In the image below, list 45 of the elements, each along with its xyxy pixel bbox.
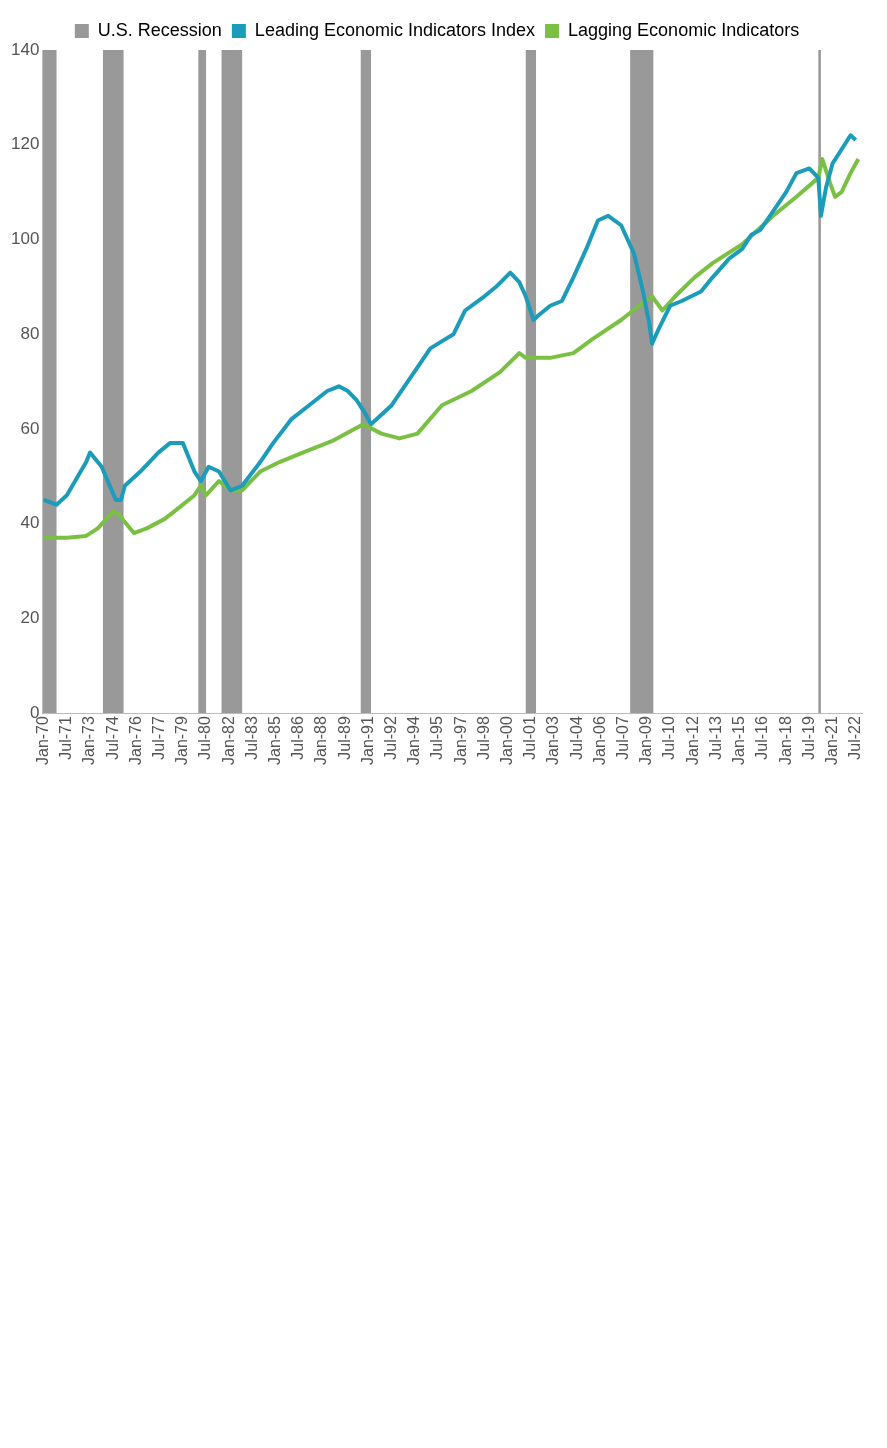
x-tick-label: Jan-97 bbox=[451, 715, 469, 765]
x-tick-label: Jul-80 bbox=[196, 715, 214, 760]
x-tick-label: Jul-22 bbox=[846, 715, 864, 760]
x-tick-label: Jul-04 bbox=[567, 715, 585, 760]
x-tick-label: Jul-89 bbox=[335, 715, 353, 760]
x-tick-label: Jul-98 bbox=[474, 715, 492, 760]
x-tick-label: Jan-18 bbox=[776, 715, 794, 765]
x-tick-label: Jul-16 bbox=[753, 715, 771, 760]
legend-label: U.S. Recession bbox=[97, 19, 222, 40]
x-tick-label: Jul-07 bbox=[614, 715, 632, 760]
x-tick-label: Jan-21 bbox=[822, 715, 840, 765]
y-tick-label: 20 bbox=[20, 608, 40, 628]
x-tick-label: Jan-73 bbox=[80, 715, 98, 765]
x-tick-label: Jan-00 bbox=[498, 715, 516, 765]
legend-label: Leading Economic Indicators Index bbox=[254, 19, 536, 40]
x-tick-label: Jul-86 bbox=[289, 715, 307, 760]
x-tick-label: Jul-74 bbox=[103, 715, 121, 760]
x-tick-label: Jul-19 bbox=[799, 715, 817, 760]
x-tick-label: Jan-82 bbox=[219, 715, 237, 765]
x-tick-label: Jan-79 bbox=[173, 715, 191, 765]
y-tick-label: 100 bbox=[10, 229, 40, 249]
legend-label: Lagging Economic Indicators bbox=[568, 19, 800, 40]
x-tick-label: Jan-06 bbox=[590, 715, 608, 765]
x-tick-label: Jan-12 bbox=[683, 715, 701, 765]
y-tick-label: 120 bbox=[10, 134, 40, 154]
x-tick-label: Jul-92 bbox=[382, 715, 400, 760]
x-tick-label: Jan-94 bbox=[405, 715, 423, 765]
y-tick-label: 60 bbox=[20, 418, 40, 438]
x-tick-label: Jul-95 bbox=[428, 715, 446, 760]
y-tick-label: 80 bbox=[20, 323, 40, 343]
x-tick-label: Jan-91 bbox=[358, 715, 376, 765]
x-tick-label: Jan-76 bbox=[126, 715, 144, 765]
x-tick-label: Jul-77 bbox=[150, 715, 168, 760]
x-tick-label: Jul-71 bbox=[57, 715, 75, 760]
x-tick-label: Jan-09 bbox=[637, 715, 655, 765]
x-tick-label: Jul-01 bbox=[521, 715, 539, 760]
x-tick-label: Jul-13 bbox=[706, 715, 724, 760]
x-tick-label: Jan-88 bbox=[312, 715, 330, 765]
x-tick-label: Jan-03 bbox=[544, 715, 562, 765]
x-tick-label: Jul-10 bbox=[660, 715, 678, 760]
y-tick-label: 140 bbox=[10, 39, 40, 59]
x-tick-label: Jan-85 bbox=[266, 715, 284, 765]
x-tick-label: Jul-83 bbox=[242, 715, 260, 760]
y-tick-label: 40 bbox=[20, 513, 40, 533]
x-tick-label: Jan-15 bbox=[730, 715, 748, 765]
